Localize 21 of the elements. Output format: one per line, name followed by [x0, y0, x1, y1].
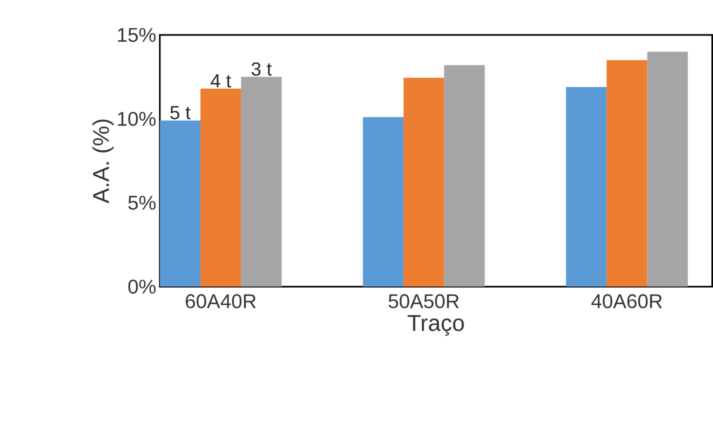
x-tick-label: 50A50R: [388, 294, 459, 308]
y-tick-label: 5%: [128, 196, 156, 210]
series-label: 4 t: [210, 74, 232, 88]
y-tick-label: 10%: [118, 112, 156, 126]
bar: [200, 88, 242, 287]
bar: [566, 87, 607, 287]
x-tick-label: 40A60R: [591, 294, 662, 308]
bar: [606, 60, 648, 287]
series-label: 5 t: [170, 106, 190, 120]
y-tick-label: 0%: [128, 280, 156, 294]
bar: [160, 120, 200, 287]
bar: [647, 52, 688, 287]
series-label: 3 t: [252, 62, 272, 76]
bar: [444, 65, 485, 287]
y-tick-label: 15%: [118, 28, 156, 42]
x-tick-label: 60A40R: [186, 294, 256, 308]
x-axis-title: Traço: [408, 315, 464, 336]
bar: [241, 77, 282, 287]
bar: [404, 78, 444, 287]
bar: [362, 117, 404, 287]
y-axis-title: A.A. (%): [92, 120, 114, 204]
